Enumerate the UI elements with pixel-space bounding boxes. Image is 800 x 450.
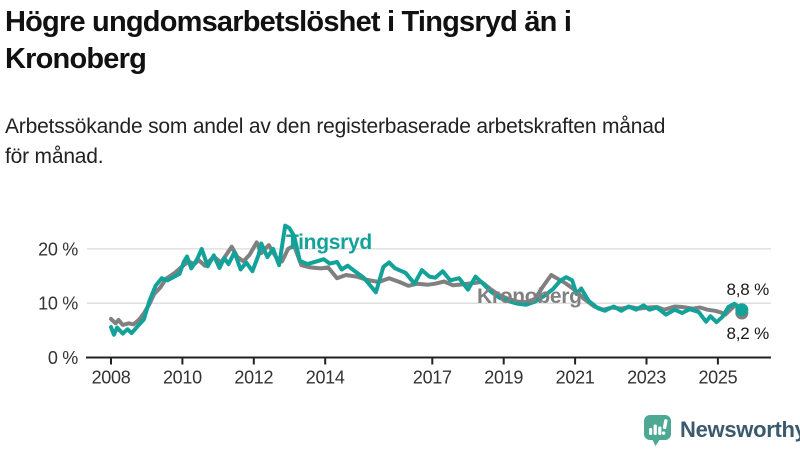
series-end-dot-tingsryd <box>735 303 749 317</box>
end-value-kronoberg: 8,2 % <box>726 324 770 343</box>
chart-title-line1: Högre ungdomsarbetslöshet i Tingsryd än … <box>5 6 572 38</box>
newsworthy-wordmark: Newsworthy <box>680 417 800 442</box>
series-line-tingsryd <box>109 223 744 337</box>
x-tick-label-2023: 2023 <box>627 368 666 388</box>
chart-title-line2: Kronoberg <box>5 43 147 75</box>
x-tick-label-2008: 2008 <box>92 368 131 388</box>
x-tick-label-2010: 2010 <box>163 368 202 388</box>
newsworthy-logo: Newsworthy <box>643 414 800 448</box>
x-tick-label-2017: 2017 <box>413 368 452 388</box>
x-tick-label-2014: 2014 <box>306 368 345 388</box>
series-label-tingsryd: Tingsryd <box>286 231 372 254</box>
chart-subtitle-line1: Arbetssökande som andel av den registerb… <box>5 115 666 138</box>
x-tick-label-2012: 2012 <box>234 368 273 388</box>
series-label-kronoberg: Kronoberg <box>477 285 582 308</box>
y-tick-label: 20 % <box>38 239 78 259</box>
x-tick-label-2021: 2021 <box>556 368 595 388</box>
unemployment-line-chart: 20 % 10 % 0 % 2008 2010 2012 2014 2017 2019 2021 2… <box>38 223 771 388</box>
chart-subtitle-line2: för månad. <box>5 145 104 168</box>
end-value-tingsryd: 8,8 % <box>726 280 770 299</box>
chart-subtitle: Arbetssökande som andel av den registerb… <box>5 112 665 172</box>
y-tick-label: 0 % <box>48 348 78 368</box>
newsworthy-bubble-icon <box>644 415 671 446</box>
chart-title: Högre ungdomsarbetslöshet i Tingsryd än … <box>5 4 572 78</box>
y-tick-label: 10 % <box>38 294 78 314</box>
x-tick-label-2019: 2019 <box>484 368 523 388</box>
x-tick-label-2025: 2025 <box>698 368 737 388</box>
